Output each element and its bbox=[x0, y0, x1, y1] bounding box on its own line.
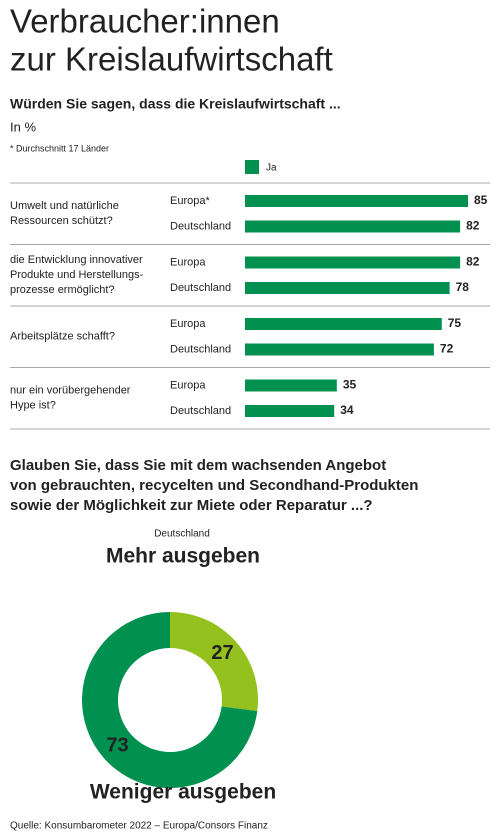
value-label: 78 bbox=[456, 280, 470, 294]
value-label: 35 bbox=[343, 378, 357, 392]
category-label: Produkte und Herstellungs- bbox=[10, 269, 144, 281]
category-label: Arbeitsplätze schafft? bbox=[10, 331, 115, 343]
bar bbox=[245, 256, 461, 269]
value-label: 75 bbox=[448, 316, 462, 330]
bar bbox=[245, 220, 461, 233]
legend-swatch bbox=[245, 160, 259, 174]
row-label: Europa bbox=[170, 256, 206, 268]
title: zur Kreislaufwirtschaft bbox=[10, 41, 333, 78]
pie-subtitle: Deutschland bbox=[154, 529, 210, 540]
category-label: nur ein vorübergehender bbox=[10, 385, 131, 397]
pie-title: sowie der Möglichkeit zur Miete oder Rep… bbox=[10, 497, 373, 514]
pie-slice bbox=[82, 612, 258, 788]
unit: In % bbox=[10, 119, 36, 134]
title: Verbraucher:innen bbox=[10, 3, 280, 40]
category-label: Hype ist? bbox=[10, 400, 56, 412]
row-label: Deutschland bbox=[170, 343, 231, 355]
row-label: Europa bbox=[170, 379, 206, 391]
bar bbox=[245, 405, 335, 417]
bar bbox=[245, 343, 434, 356]
chart-title: Würden Sie sagen, dass die Kreislaufwirt… bbox=[10, 96, 341, 112]
slice-label: Weniger ausgeben bbox=[90, 781, 276, 804]
row-label: Deutschland bbox=[170, 220, 231, 232]
value-label: 82 bbox=[466, 255, 480, 269]
category-label: Umwelt und natürliche bbox=[10, 200, 119, 212]
legend-label: Ja bbox=[266, 163, 277, 174]
note: * Durchschnitt 17 Länder bbox=[10, 143, 109, 153]
source: Quelle: Konsumbarometer 2022 – Europa/Co… bbox=[10, 821, 268, 832]
value-label: 72 bbox=[440, 342, 454, 356]
slice-value: 27 bbox=[211, 642, 233, 664]
pie-slice bbox=[170, 612, 259, 712]
row-label: Deutschland bbox=[170, 405, 231, 417]
slice-label: Mehr ausgeben bbox=[106, 545, 260, 568]
row-label: Europa bbox=[170, 318, 206, 330]
bar bbox=[245, 282, 450, 294]
pie-title: Glauben Sie, dass Sie mit dem wachsenden… bbox=[10, 457, 386, 474]
category-label: prozesse ermöglicht? bbox=[10, 284, 115, 296]
value-label: 34 bbox=[340, 403, 354, 417]
bar bbox=[245, 318, 442, 330]
row-label: Europa* bbox=[170, 195, 210, 207]
pie-title: von gebrauchten, recycelten und Secondha… bbox=[10, 477, 418, 494]
row-label: Deutschland bbox=[170, 282, 231, 294]
value-label: 82 bbox=[466, 219, 480, 233]
category-label: Ressourcen schützt? bbox=[10, 215, 113, 227]
bar bbox=[245, 195, 468, 207]
value-label: 85 bbox=[474, 193, 488, 207]
category-label: die Entwicklung innovativer bbox=[10, 254, 143, 266]
bar bbox=[245, 379, 337, 392]
slice-value: 73 bbox=[106, 735, 128, 757]
